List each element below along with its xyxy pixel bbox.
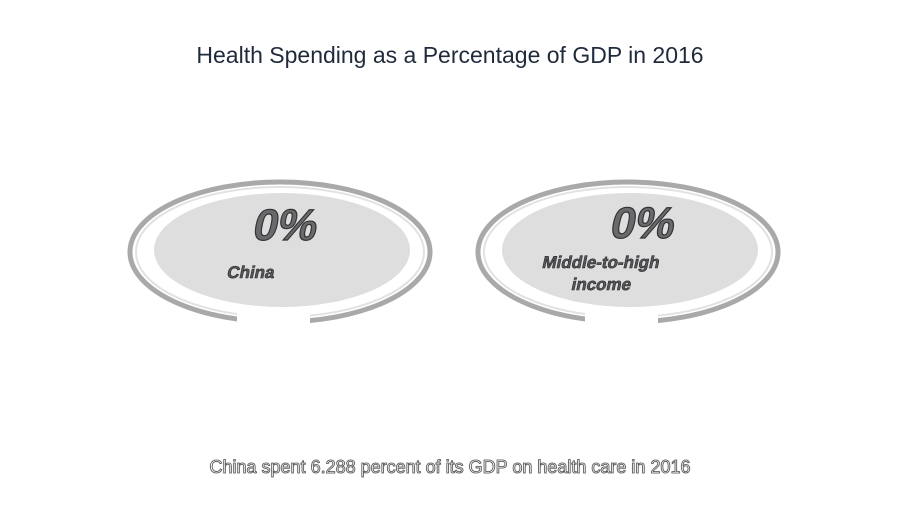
gauge-value: 0% xyxy=(249,201,323,249)
chart-title: Health Spending as a Percentage of GDP i… xyxy=(196,42,704,68)
gauge-disc xyxy=(502,193,758,307)
gauge-disc xyxy=(154,193,410,307)
gauge-label-line-1: Middle-to-high xyxy=(541,252,662,272)
gauge-value: 0% xyxy=(607,199,681,247)
gauge-gap xyxy=(585,313,658,327)
gauge-middle-to-high-income: 0% Middle-to-high income xyxy=(475,179,781,327)
gauge-gap xyxy=(237,313,310,327)
gauge-label-line-2: income xyxy=(570,274,634,294)
gauge-label: China xyxy=(225,262,277,282)
gauge-china: 0% China xyxy=(127,179,433,327)
chart-caption: China spent 6.288 percent of its GDP on … xyxy=(209,457,691,478)
